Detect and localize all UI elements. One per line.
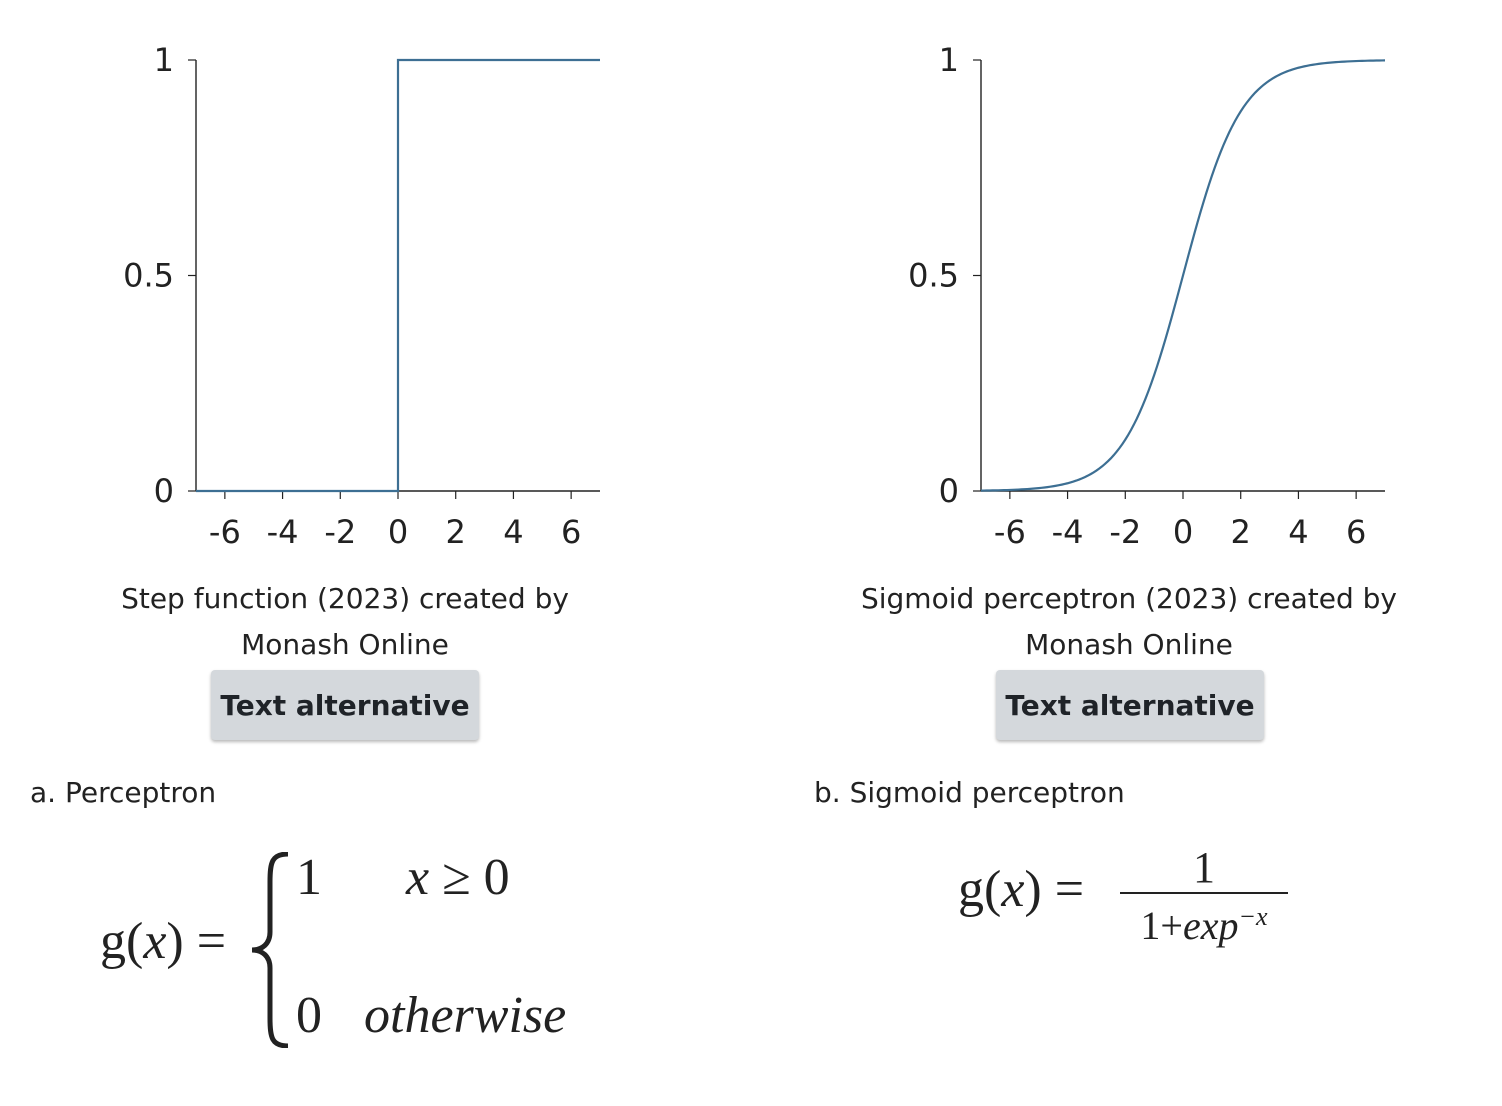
sigmoid-text-alternative-button[interactable]: Text alternative (996, 670, 1264, 740)
perceptron-section-label: a. Perceptron (30, 776, 217, 809)
y-tick-label: 1 (154, 41, 174, 79)
step-text-alternative-button[interactable]: Text alternative (211, 670, 479, 740)
sigmoid-formula: g(x) = 1 1+exp−x (958, 846, 1298, 947)
case-2-condition: otherwise (364, 987, 567, 1044)
step-function-chart: 0 0.5 1 -6 -4 -2 0 2 4 6 (110, 40, 610, 560)
function-name: g( (100, 913, 144, 970)
perceptron-formula: g(x) = 1 x ≥ 0 0 otherwise (100, 840, 600, 1060)
x-tick-label: 0 (388, 513, 408, 551)
caption-line-2: Monash Online (1025, 628, 1233, 661)
x-tick-label: 2 (1231, 513, 1251, 551)
sigmoid-caption: Sigmoid perceptron (2023) created by Mon… (829, 576, 1429, 668)
variable: x (1001, 861, 1025, 918)
step-function-plot: 00.51-6 -4 -2 0 2 4 6 (123, 41, 600, 551)
x-tick-label: -6 (994, 513, 1026, 551)
case-2-value: 0 (296, 987, 322, 1044)
x-tick-label: -2 (1109, 513, 1141, 551)
step-function-caption: Step function (2023) created by Monash O… (95, 576, 595, 668)
x-tick-label: 6 (561, 513, 581, 551)
denominator-constant: 1+ (1140, 903, 1183, 948)
x-tick-label: 6 (1346, 513, 1366, 551)
x-tick-label: -4 (1052, 513, 1084, 551)
sigmoid-chart: 0 0.5 1 -6 -4 -2 0 2 4 6 (895, 40, 1395, 560)
equals-sign: ) = (166, 913, 227, 970)
case-1-value: 1 (296, 849, 322, 906)
denominator-exp: exp (1182, 903, 1239, 948)
fraction: 1 1+exp−x (1120, 846, 1288, 947)
sigmoid-series-line (980, 59, 1386, 492)
case-1: 1 x ≥ 0 (296, 848, 510, 907)
y-tick-label: 0 (939, 472, 959, 510)
formula-lhs: g(x) = (100, 912, 226, 971)
denominator: 1+exp−x (1120, 896, 1288, 947)
sigmoid-section-label: b. Sigmoid perceptron (814, 776, 1125, 809)
x-tick-label: 4 (1288, 513, 1308, 551)
step-series-line (196, 58, 600, 493)
y-tick-label: 0 (154, 472, 174, 510)
function-name: g( (958, 861, 1002, 918)
x-tick-label: -6 (209, 513, 241, 551)
case-2: 0 otherwise (296, 986, 566, 1045)
x-tick-label: 0 (1173, 513, 1193, 551)
caption-line-1: Step function (2023) created by (121, 582, 569, 615)
caption-line-2: Monash Online (241, 628, 449, 661)
y-tick-label: 1 (939, 41, 959, 79)
equals-sign: ) = (1024, 861, 1085, 918)
y-tick-label: 0.5 (908, 257, 959, 295)
x-tick-label: -2 (324, 513, 356, 551)
caption-line-1: Sigmoid perceptron (2023) created by (860, 582, 1398, 615)
case-1-inequality: ≥ 0 (429, 849, 510, 906)
y-tick-label: 0.5 (123, 257, 174, 295)
x-tick-label: -4 (267, 513, 299, 551)
case-1-variable: x (406, 849, 430, 906)
x-tick-label: 4 (503, 513, 523, 551)
variable: x (143, 913, 167, 970)
case-1-condition: x ≥ 0 (406, 848, 510, 907)
fraction-bar (1120, 892, 1288, 894)
numerator: 1 (1193, 843, 1215, 892)
sigmoid-plot: 00.51-6 -4 -2 0 2 4 6 (908, 41, 1386, 551)
x-tick-label: 2 (446, 513, 466, 551)
formula-lhs: g(x) = (958, 860, 1084, 919)
denominator-exponent: −x (1238, 902, 1268, 931)
left-brace-icon (251, 852, 289, 1048)
